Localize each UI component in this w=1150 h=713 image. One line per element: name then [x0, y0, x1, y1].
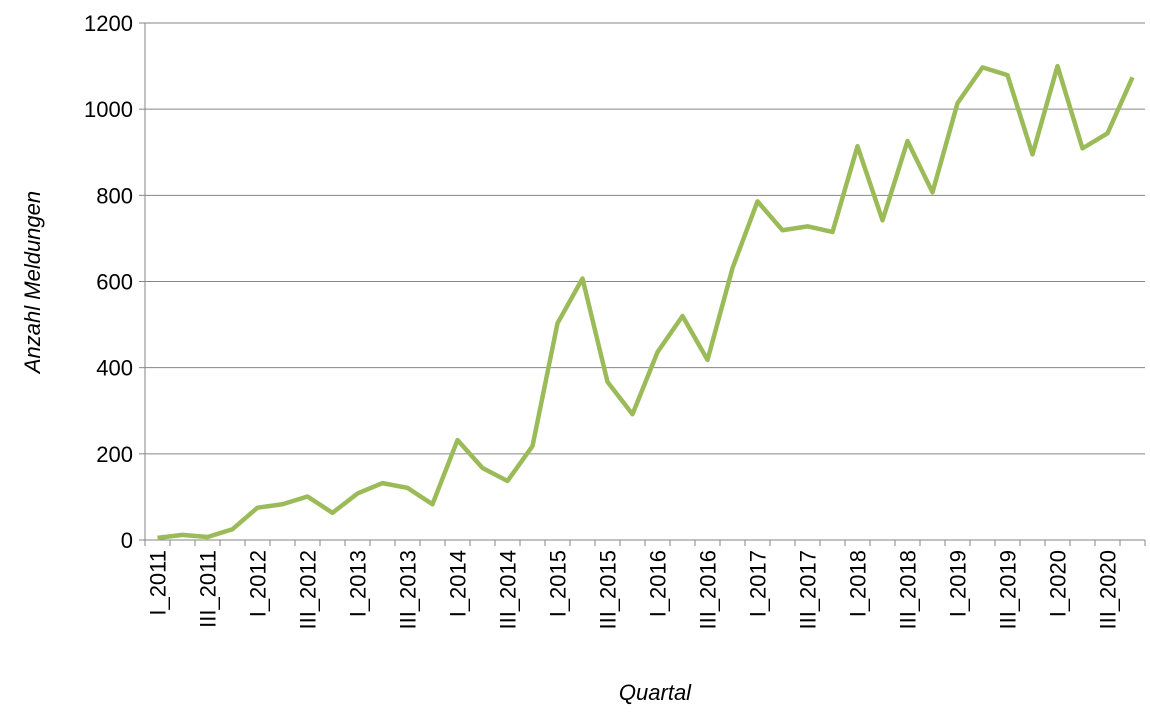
x-axis-label: Quartal [619, 680, 692, 705]
x-tick-label: I_2011 [146, 550, 171, 616]
x-tick-label: III_2020 [1096, 550, 1121, 630]
line [157, 63, 1135, 541]
x-tick-label: III_2019 [996, 550, 1021, 630]
x-tick-label: III_2017 [796, 550, 821, 630]
x-tick-label: I_2014 [446, 550, 471, 617]
y-tick-label: 0 [121, 528, 133, 553]
y-tick-label: 200 [96, 442, 133, 467]
x-tick-label: I_2019 [946, 550, 971, 617]
x-tick-label: I_2013 [346, 550, 371, 617]
x-tick-label: III_2015 [596, 550, 621, 630]
y-tick-label: 1200 [84, 11, 133, 36]
y-tick-label: 1000 [84, 97, 133, 122]
x-tick-label: III_2012 [296, 550, 321, 630]
x-tick-label: I_2012 [246, 550, 271, 617]
y-tick-label: 800 [96, 183, 133, 208]
y-axis-label: Anzahl Meldungen [20, 191, 45, 375]
y-tick-label: 400 [96, 356, 133, 381]
x-tick-label: I_2015 [546, 550, 571, 617]
x-tick-label: III_2014 [496, 550, 521, 630]
x-tick-label: I_2020 [1046, 550, 1071, 617]
x-tick-label: III_2011 [196, 550, 221, 628]
x-tick-label: I_2018 [846, 550, 871, 617]
x-tick-label: I_2017 [746, 550, 771, 617]
x-tick-label: III_2018 [896, 550, 921, 630]
x-tick-label: I_2016 [646, 550, 671, 617]
x-tick-label: III_2013 [396, 550, 421, 630]
x-tick-label: III_2016 [696, 550, 721, 630]
y-tick-label: 600 [96, 270, 133, 295]
